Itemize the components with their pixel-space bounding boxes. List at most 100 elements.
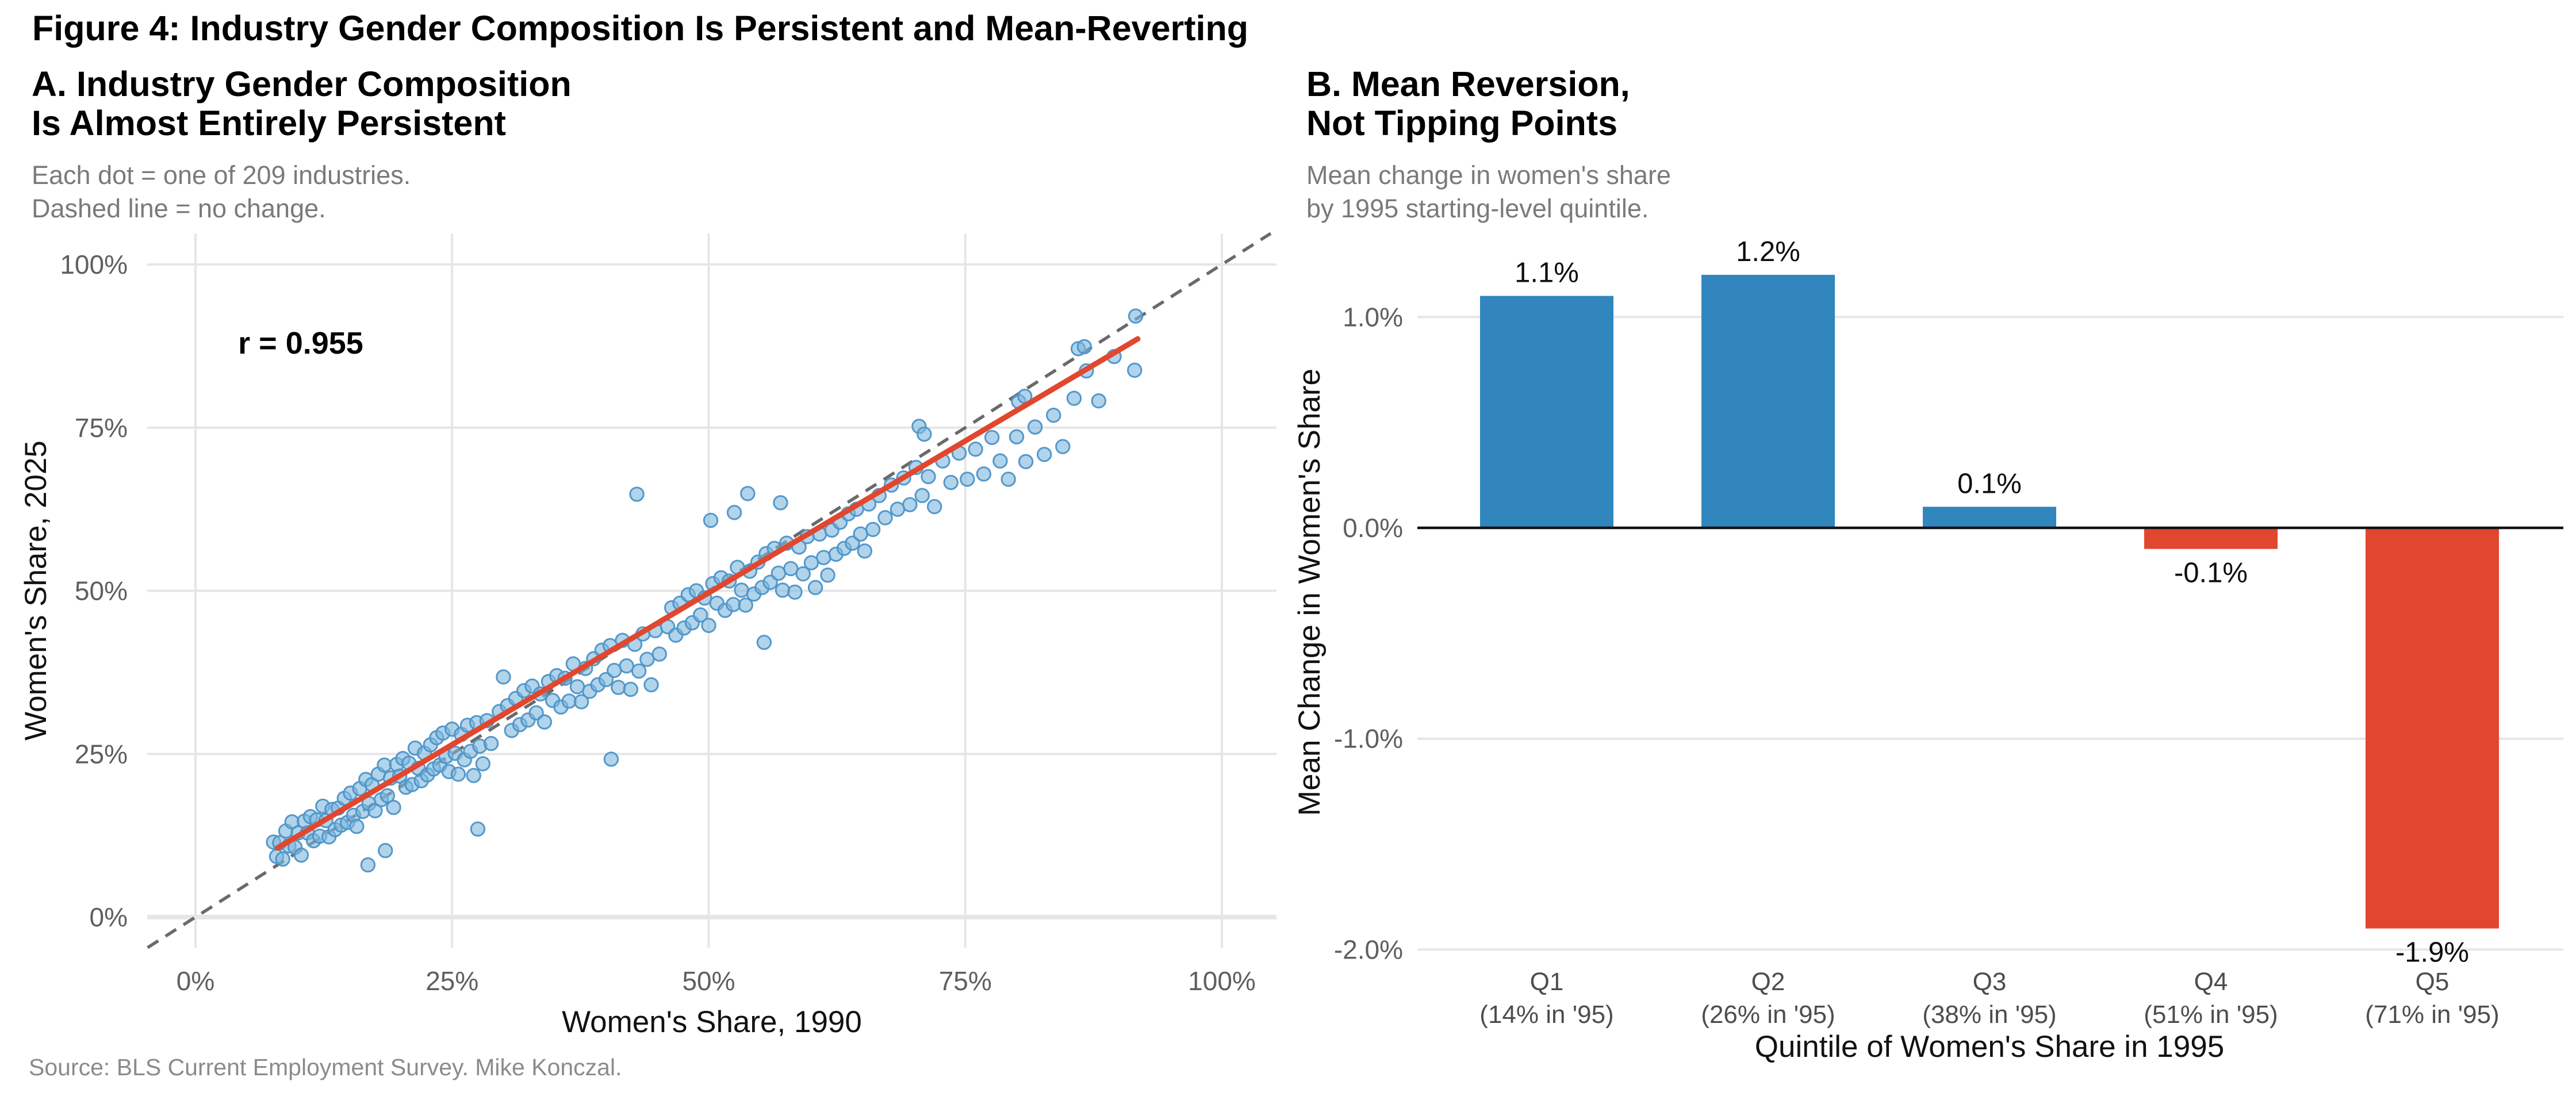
bar-y-tick-label: -2.0% — [1334, 934, 1403, 964]
scatter-x-tick-label: 0% — [177, 966, 214, 996]
bar-category-label: Q5 — [2416, 968, 2450, 996]
scatter-point — [293, 847, 309, 863]
panel-b-subtitle-line1: Mean change in women's share — [1306, 160, 1671, 190]
scatter-point — [643, 677, 659, 693]
scatter-point — [816, 550, 831, 565]
scatter-point — [561, 693, 577, 709]
bar-value-label: 1.2% — [1736, 236, 1800, 267]
scatter-point — [1000, 471, 1016, 487]
scatter-point — [651, 646, 668, 662]
scatter-point — [470, 821, 486, 837]
scatter-point — [703, 512, 719, 528]
scatter-point — [573, 694, 589, 710]
scatter-point — [1027, 419, 1043, 435]
scatter-x-tick-label: 100% — [1188, 966, 1256, 996]
scatter-point — [820, 568, 835, 583]
panel-a-title-line2: Is Almost Entirely Persistent — [32, 103, 506, 143]
scatter-point — [631, 663, 647, 679]
bar-y-tick-label: 0.0% — [1343, 513, 1403, 543]
scatter-point — [1036, 447, 1052, 462]
bar-q2 — [1701, 274, 1835, 528]
scatter-point — [738, 597, 753, 613]
scatter-point — [865, 522, 881, 538]
scatter-point — [787, 584, 803, 600]
scatter-point — [450, 766, 466, 782]
scatter-point — [807, 580, 823, 596]
scatter-point — [623, 681, 639, 697]
scatter-point — [701, 618, 716, 633]
correlation-annotation: r = 0.955 — [238, 326, 363, 361]
scatter-y-tick-label: 0% — [90, 902, 128, 932]
bar-category-label: Q2 — [1751, 968, 1785, 996]
scatter-point — [1046, 407, 1061, 423]
scatter-point — [1018, 454, 1034, 469]
scatter-x-tick-label: 50% — [682, 966, 735, 996]
panel-b-subtitle-line2: by 1995 starting-level quintile. — [1306, 194, 1649, 223]
scatter-point — [1066, 390, 1082, 406]
scatter-y-tick-label: 50% — [75, 576, 128, 606]
scatter-point — [773, 495, 788, 511]
scatter-point — [378, 843, 393, 858]
source-note: Source: BLS Current Employment Survey. M… — [29, 1054, 622, 1080]
bar-q5 — [2366, 528, 2499, 929]
scatter-point — [976, 466, 992, 482]
panel-a-subtitle-line2: Dashed line = no change. — [32, 194, 326, 223]
scatter-x-tick-label: 75% — [939, 966, 992, 996]
scatter-point — [483, 735, 499, 752]
scatter-point — [877, 510, 893, 526]
bar-category-label: Q4 — [2194, 968, 2228, 996]
scatter-point — [734, 582, 749, 598]
bar-category-sublabel: (71% in '95) — [2365, 1000, 2499, 1029]
figure-title: Figure 4: Industry Gender Composition Is… — [32, 9, 1249, 48]
panel-a-header: A. Industry Gender Composition Is Almost… — [32, 64, 1239, 225]
panel-a-title-line1: A. Industry Gender Composition — [32, 64, 572, 103]
scatter-point — [783, 561, 799, 577]
scatter-point — [770, 565, 787, 581]
scatter-point — [853, 526, 868, 542]
bar-y-tick-label: 1.0% — [1343, 302, 1403, 332]
bar-value-label: -0.1% — [2174, 558, 2248, 589]
scatter-point — [902, 497, 918, 512]
scatter-point — [349, 819, 365, 834]
scatter-point — [914, 488, 930, 503]
scatter-point — [968, 442, 983, 457]
bar-q1 — [1480, 296, 1613, 528]
scatter-point — [1076, 339, 1092, 355]
scatter-point — [466, 768, 481, 783]
bar-category-sublabel: (26% in '95) — [1701, 1000, 1835, 1029]
bar-value-label: 1.1% — [1515, 258, 1579, 289]
scatter-point — [1091, 393, 1107, 409]
scatter-point — [992, 453, 1008, 469]
scatter-point — [943, 474, 959, 490]
scatter-y-tick-label: 25% — [75, 739, 128, 769]
scatter-point — [775, 582, 791, 598]
scatter-point — [803, 555, 819, 570]
scatter-point — [611, 680, 626, 695]
scatter-point — [1128, 308, 1144, 324]
scatter-point — [921, 469, 936, 485]
bar-category-sublabel: (51% in '95) — [2144, 1000, 2278, 1029]
scatter-y-tick-label: 100% — [60, 250, 128, 279]
scatter-x-axis-title: Women's Share, 1990 — [562, 1005, 862, 1039]
panel-b-title-line2: Not Tipping Points — [1306, 103, 1618, 143]
scatter-point — [536, 714, 553, 730]
bar-y-tick-label: -1.0% — [1334, 724, 1403, 754]
scatter-point — [693, 607, 708, 623]
scatter-point — [275, 851, 290, 867]
bar-value-label: 0.1% — [1957, 468, 2022, 499]
bar-category-sublabel: (14% in '95) — [1479, 1000, 1613, 1029]
scatter-point — [619, 658, 634, 674]
scatter-point — [475, 756, 490, 772]
scatter-point — [795, 566, 811, 582]
scatter-point — [726, 505, 742, 520]
scatter-point — [603, 752, 619, 767]
scatter-point — [960, 471, 975, 487]
scatter-point — [927, 499, 942, 515]
scatter-y-axis-title: Women's Share, 2025 — [19, 440, 53, 741]
scatter-point — [890, 501, 906, 517]
scatter-point — [984, 430, 1000, 445]
scatter-point — [1055, 439, 1071, 454]
bar-category-label: Q3 — [1973, 968, 2007, 996]
scatter-point — [740, 486, 756, 501]
